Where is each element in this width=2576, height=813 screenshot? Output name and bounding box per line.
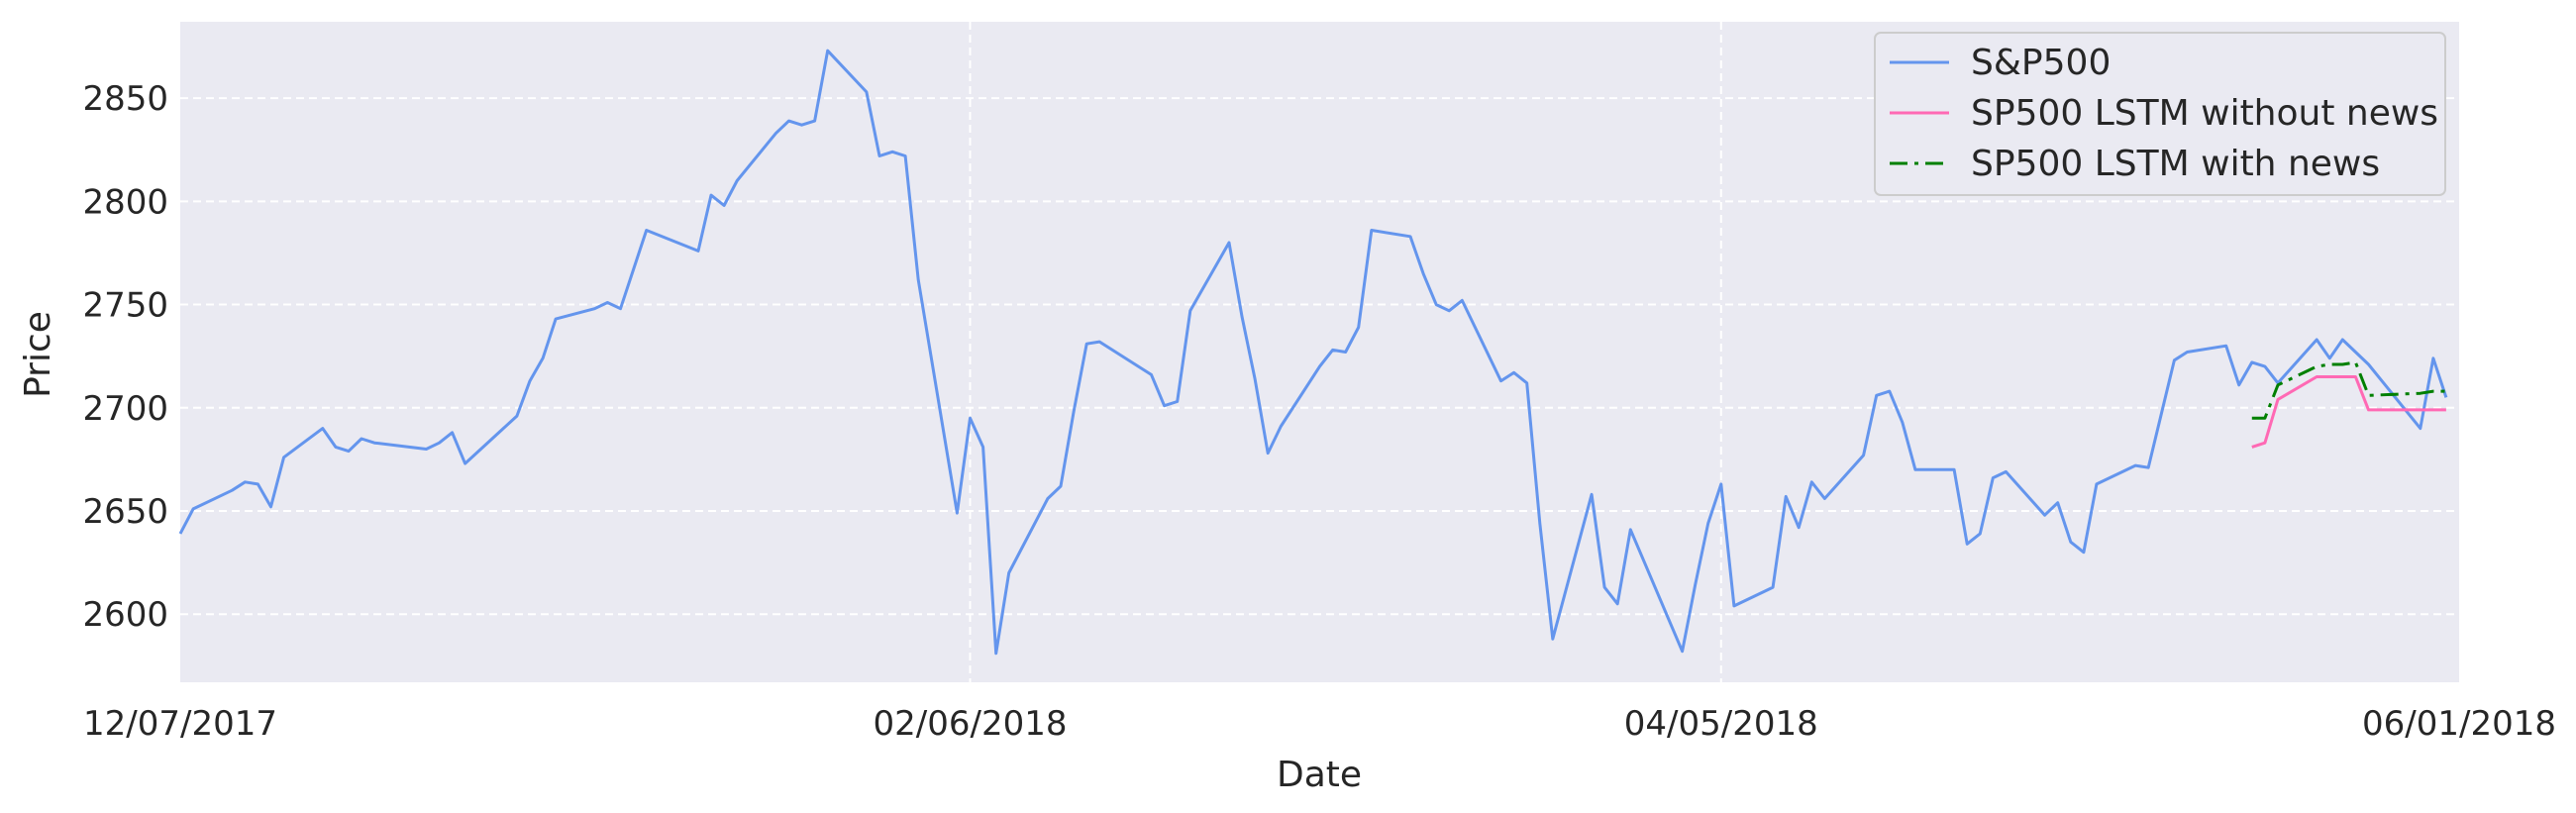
y-tick-labels: 2600 2650 2700 2750 2800 2850 bbox=[82, 79, 168, 635]
y-tick-label: 2850 bbox=[82, 79, 168, 119]
series-line-0 bbox=[178, 49, 2448, 656]
legend-label-sp500: S&P500 bbox=[1971, 43, 2111, 83]
legend-box bbox=[1874, 32, 2446, 196]
y-tick-label: 2700 bbox=[82, 389, 168, 429]
y-tick-label: 2800 bbox=[82, 182, 168, 222]
y-tick-label: 2600 bbox=[82, 595, 168, 635]
x-tick-label: 12/07/2017 bbox=[83, 704, 277, 744]
y-tick-label: 2750 bbox=[82, 286, 168, 326]
x-axis-title: Date bbox=[1277, 755, 1362, 795]
x-tick-label: 02/06/2018 bbox=[874, 704, 1068, 744]
x-tick-label: 04/05/2018 bbox=[1624, 704, 1818, 744]
x-tick-label: 06/01/2018 bbox=[2362, 704, 2556, 744]
series-line-2 bbox=[2251, 360, 2446, 420]
series-line-1 bbox=[2251, 375, 2446, 449]
series-lines bbox=[178, 49, 2448, 656]
y-tick-label: 2650 bbox=[82, 492, 168, 532]
legend: S&P500 SP500 LSTM without news SP500 LST… bbox=[1874, 32, 2446, 196]
x-tick-labels: 12/07/2017 02/06/2018 04/05/2018 06/01/2018 bbox=[83, 704, 2556, 744]
legend-label-lstm-with-news: SP500 LSTM with news bbox=[1971, 144, 2380, 184]
legend-label-lstm-without-news: SP500 LSTM without news bbox=[1971, 93, 2438, 134]
y-axis-title: Price bbox=[18, 311, 58, 398]
